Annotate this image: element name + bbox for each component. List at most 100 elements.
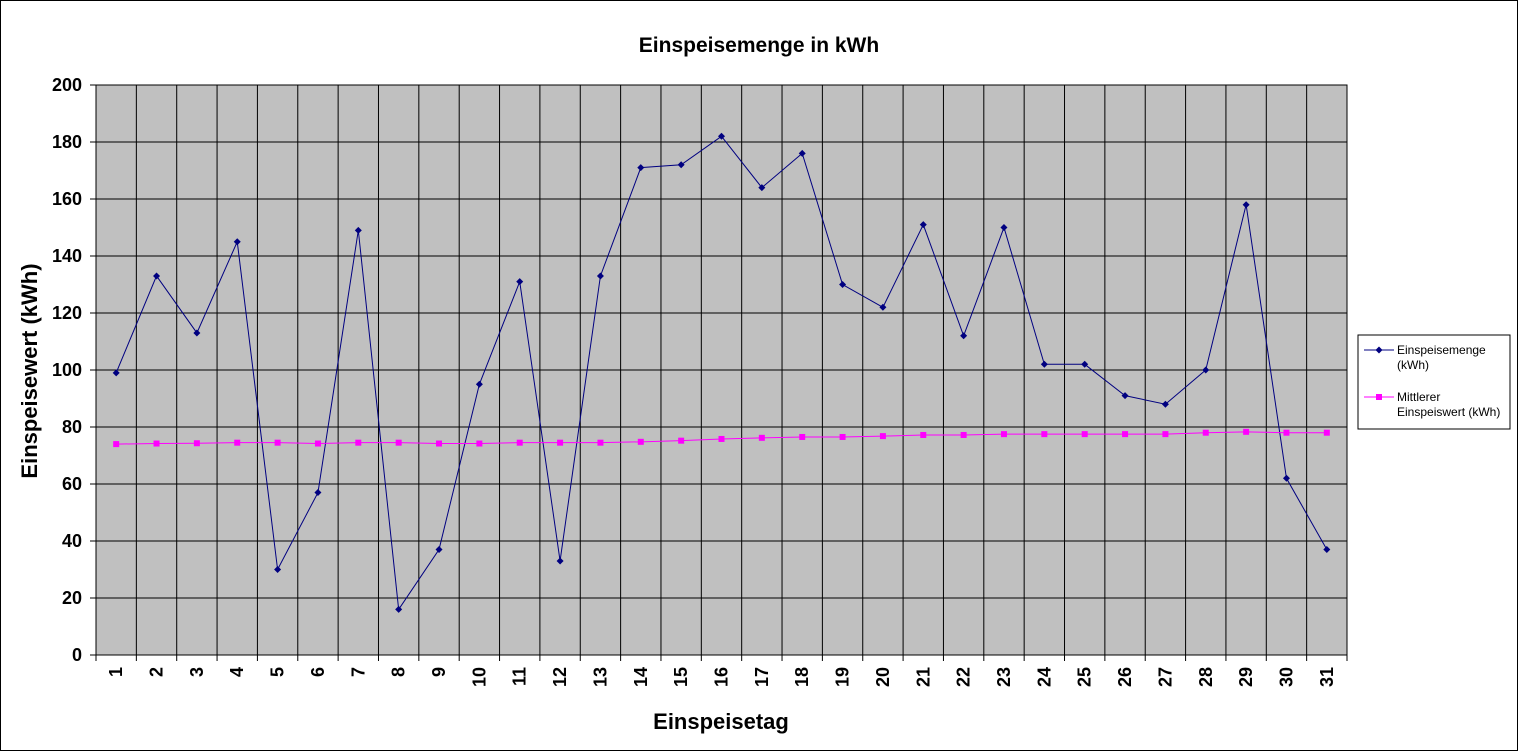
series-2-point (153, 440, 160, 447)
series-1-point (839, 281, 847, 288)
x-tick-label: 11 (510, 667, 530, 686)
legend-label-2: Mittlerer (1397, 390, 1440, 404)
series-1-point (1040, 360, 1048, 368)
series-1-point (395, 605, 403, 613)
x-tick-label: 9 (429, 667, 449, 677)
legend-marker-1 (1375, 346, 1383, 354)
series-2-point (1081, 431, 1088, 438)
y-axis-title: Einspeisewert (kWh) (17, 263, 42, 478)
y-tick-label: 160 (52, 189, 82, 209)
series-2-point (920, 431, 927, 438)
series-2-point (718, 435, 725, 442)
series-2-point (274, 439, 281, 446)
series-2-point (1243, 428, 1250, 435)
x-tick-label: 27 (1155, 667, 1175, 687)
series-2-point (234, 439, 241, 446)
chart-title: Einspeisemenge in kWh (639, 34, 879, 57)
series-1-point (354, 226, 362, 234)
y-tick-label: 120 (52, 303, 82, 323)
series-1-point (718, 132, 725, 140)
x-tick-label: 2 (147, 667, 167, 677)
legend: Einspeisemenge(kWh) MittlererEinspeiswert… (1357, 334, 1511, 430)
x-tick-label: 13 (590, 667, 610, 687)
series-2-point (193, 440, 200, 447)
series-2-point (355, 439, 362, 446)
series-1-point (960, 332, 968, 340)
series-1-point (677, 161, 685, 169)
series-2-point (960, 431, 967, 438)
x-tick-label: 28 (1196, 667, 1216, 687)
series-1-point (556, 557, 564, 565)
series-2-point (678, 437, 685, 444)
x-tick-label: 23 (994, 667, 1014, 687)
x-tick-label: 14 (631, 667, 651, 687)
x-tick-label: 1 (106, 667, 126, 677)
x-tick-label: 24 (1034, 667, 1054, 687)
series-1-point (1081, 360, 1089, 368)
x-tick-label: 20 (873, 667, 893, 687)
y-tick-label: 60 (62, 474, 82, 494)
y-tick-label: 140 (52, 246, 82, 266)
x-tick-label: 17 (752, 667, 772, 687)
series-1-point (1121, 392, 1129, 400)
series-1-point (516, 278, 524, 286)
series-2-point (1283, 429, 1290, 436)
plot-area (90, 84, 1348, 661)
x-tick-label: 5 (268, 667, 288, 677)
legend-label-1: Einspeisemenge (1397, 343, 1486, 357)
series-1-point (879, 303, 887, 311)
series-1-point (153, 272, 161, 280)
x-tick-label: 8 (389, 667, 409, 677)
series-1-point (798, 149, 806, 157)
x-tick-label: 18 (792, 667, 812, 687)
series-2-point (1202, 429, 1209, 436)
x-tick-label: 31 (1317, 667, 1337, 687)
x-tick-label: 21 (913, 667, 933, 687)
x-tick-label: 10 (469, 667, 489, 687)
series-1-point (475, 380, 483, 388)
x-tick-label: 25 (1075, 667, 1095, 687)
series-2-point (516, 439, 523, 446)
series-2-point (314, 440, 321, 447)
series-2-point (476, 440, 483, 447)
series-1-point (596, 272, 604, 280)
series-2-point (395, 439, 402, 446)
series-1-point (1161, 400, 1169, 408)
series-lines (112, 132, 1331, 613)
x-tick-label: 12 (550, 667, 570, 687)
legend-label-1: (kWh) (1397, 358, 1429, 372)
series-2-point (839, 433, 846, 440)
series-1-point (637, 164, 645, 172)
series-2-point (1162, 431, 1169, 438)
legend-marker-2 (1376, 394, 1382, 400)
series-1-point (919, 221, 927, 229)
series-1-point (233, 238, 241, 246)
series-1-point (1282, 474, 1290, 482)
y-tick-label: 0 (72, 645, 82, 665)
series-1-point (193, 329, 201, 337)
x-tick-label: 16 (712, 667, 732, 687)
x-tick-label: 26 (1115, 667, 1135, 687)
x-tick-labels: 1 2 3 4 5 6 7 8 9 10 11 12 13 14 15 16 17 18 19 20 21 22 23 24 2… (106, 667, 1337, 687)
series-1-point (112, 369, 120, 377)
y-tick-label: 180 (52, 132, 82, 152)
series-1-point (314, 489, 322, 497)
series-1-point (758, 184, 766, 192)
x-tick-label: 22 (954, 667, 974, 687)
y-tick-label: 200 (52, 75, 82, 95)
series-2-point (1041, 431, 1048, 438)
y-tick-labels: 0 20 40 60 80 100 120 140 160 180 200 (52, 75, 82, 665)
y-tick-label: 80 (62, 417, 82, 437)
y-tick-label: 20 (62, 588, 82, 608)
y-tick-label: 40 (62, 531, 82, 551)
series-2-point (597, 439, 604, 446)
y-tick-label: 100 (52, 360, 82, 380)
series-2-point (758, 434, 765, 441)
series-2-point (557, 439, 564, 446)
x-tick-label: 29 (1236, 667, 1256, 687)
x-axis-title: Einspeisetag (653, 709, 789, 734)
x-tick-label: 7 (348, 667, 368, 677)
series-2-point (1122, 431, 1129, 438)
series-2-point (879, 433, 886, 440)
